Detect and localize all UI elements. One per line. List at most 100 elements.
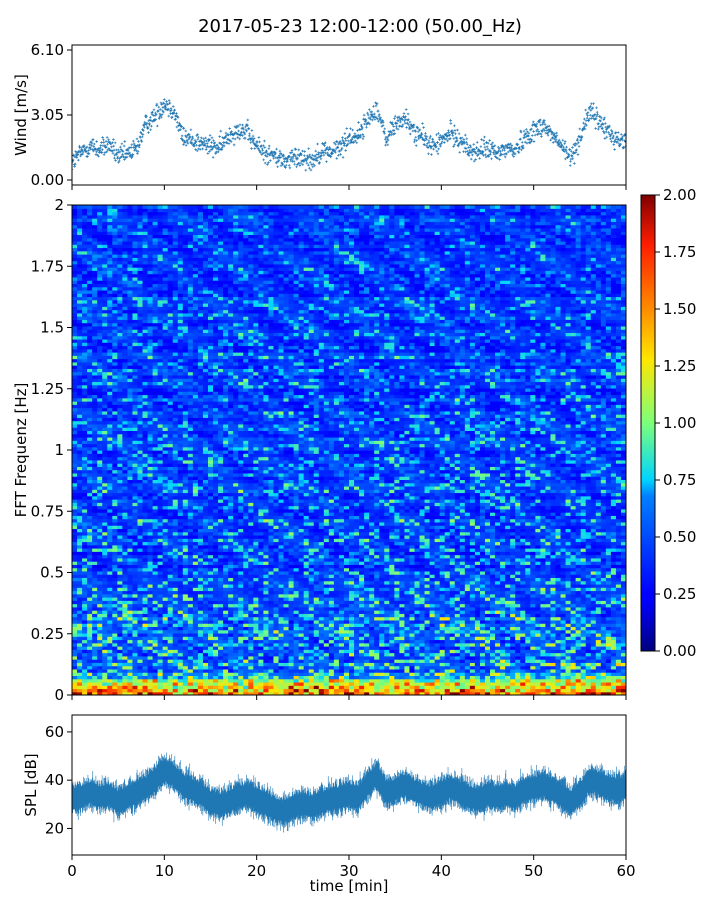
wind-data-point [251, 129, 254, 132]
wind-data-point [583, 118, 586, 121]
wind-data-point [334, 143, 337, 146]
wind-data-point [476, 141, 479, 144]
wind-data-point [258, 141, 261, 144]
wind-data-point [459, 137, 462, 140]
wind-data-point [248, 133, 251, 136]
wind-data-point [163, 98, 166, 101]
wind-data-point [201, 148, 204, 151]
wind-data-point [454, 129, 457, 132]
wind-data-point [232, 137, 235, 140]
wind-data-point [507, 151, 510, 154]
wind-data-point [124, 140, 127, 143]
wind-data-point [453, 125, 456, 128]
wind-data-point [427, 153, 430, 156]
wind-data-point [456, 129, 459, 132]
wind-data-point [540, 135, 543, 138]
wind-data-point [241, 134, 244, 137]
wind-data-point [191, 136, 194, 139]
wind-data-point [293, 163, 296, 166]
wind-data-point [92, 138, 95, 141]
wind-data-point [459, 151, 462, 154]
wind-data-point [262, 144, 265, 147]
wind-data-point [194, 148, 197, 151]
wind-data-point [325, 160, 328, 163]
wind-data-point [490, 158, 493, 161]
wind-data-point [238, 138, 241, 141]
wind-data-point [269, 159, 272, 162]
wind-data-point [341, 136, 344, 139]
wind-data-point [336, 157, 339, 160]
wind-data-point [149, 129, 152, 132]
wind-data-point [275, 148, 278, 151]
wind-data-point [95, 153, 98, 156]
wind-data-point [168, 115, 171, 118]
wind-data-point [545, 132, 548, 135]
wind-data-point [318, 161, 321, 164]
wind-data-point [590, 117, 593, 120]
wind-data-point [197, 136, 200, 139]
wind-data-point [310, 163, 313, 166]
wind-data-point [141, 136, 144, 139]
wind-data-point [458, 133, 461, 136]
wind-data-point [457, 145, 460, 148]
wind-data-point [617, 131, 620, 134]
wind-data-point [409, 133, 412, 136]
wind-data-point [247, 127, 250, 130]
wind-data-point [234, 138, 237, 141]
wind-data-point [168, 99, 171, 102]
wind-data-point [148, 122, 151, 125]
wind-data-point [206, 142, 209, 145]
wind-data-point [399, 121, 402, 124]
wind-data-point [356, 142, 359, 145]
wind-data-point [504, 156, 507, 159]
wind-data-point [302, 163, 305, 166]
wind-data-point [289, 167, 292, 170]
wind-data-point [197, 148, 200, 151]
wind-data-point [101, 148, 104, 151]
wind-data-point [185, 144, 188, 147]
wind-data-point [360, 124, 363, 127]
wind-data-point [436, 141, 439, 144]
wind-data-point [519, 138, 522, 141]
wind-data-point [483, 143, 486, 146]
wind-data-point [613, 143, 616, 146]
wind-data-point [595, 107, 598, 110]
wind-data-point [197, 138, 200, 141]
wind-data-point [258, 136, 261, 139]
wind-data-point [307, 147, 310, 150]
wind-data-point [578, 145, 581, 148]
wind-data-point [182, 143, 185, 146]
wind-data-point [73, 165, 76, 168]
wind-data-point [377, 110, 380, 113]
wind-data-point [437, 153, 440, 156]
wind-data-point [435, 134, 438, 137]
wind-data-point [531, 134, 534, 137]
wind-data-point [318, 162, 321, 165]
wind-data-point [276, 166, 279, 169]
wind-data-point [173, 109, 176, 112]
wind-data-point [205, 148, 208, 151]
wind-data-point [344, 149, 347, 152]
wind-data-point [165, 100, 168, 103]
wind-data-point [497, 157, 500, 160]
wind-data-point [268, 147, 271, 150]
wind-data-point [483, 136, 486, 139]
wind-data-point [237, 130, 240, 133]
wind-data-point [212, 139, 215, 142]
wind-data-point [113, 157, 116, 160]
wind-data-point [620, 133, 623, 136]
wind-data-point [415, 136, 418, 139]
wind-data-point [114, 142, 117, 145]
wind-data-point [436, 150, 439, 153]
wind-data-point [119, 146, 122, 149]
wind-data-point [532, 121, 535, 124]
wind-data-point [523, 130, 526, 133]
wind-data-point [486, 145, 489, 148]
wind-data-point [169, 102, 172, 105]
wind-data-point [248, 128, 251, 131]
wind-data-point [306, 162, 309, 165]
wind-data-point [407, 113, 410, 116]
wind-data-point [205, 140, 208, 143]
